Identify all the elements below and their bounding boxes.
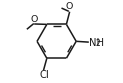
Text: Cl: Cl	[39, 70, 49, 81]
Text: 2: 2	[95, 39, 100, 48]
Text: O: O	[30, 15, 38, 24]
Text: O: O	[65, 2, 73, 11]
Text: NH: NH	[89, 38, 104, 48]
